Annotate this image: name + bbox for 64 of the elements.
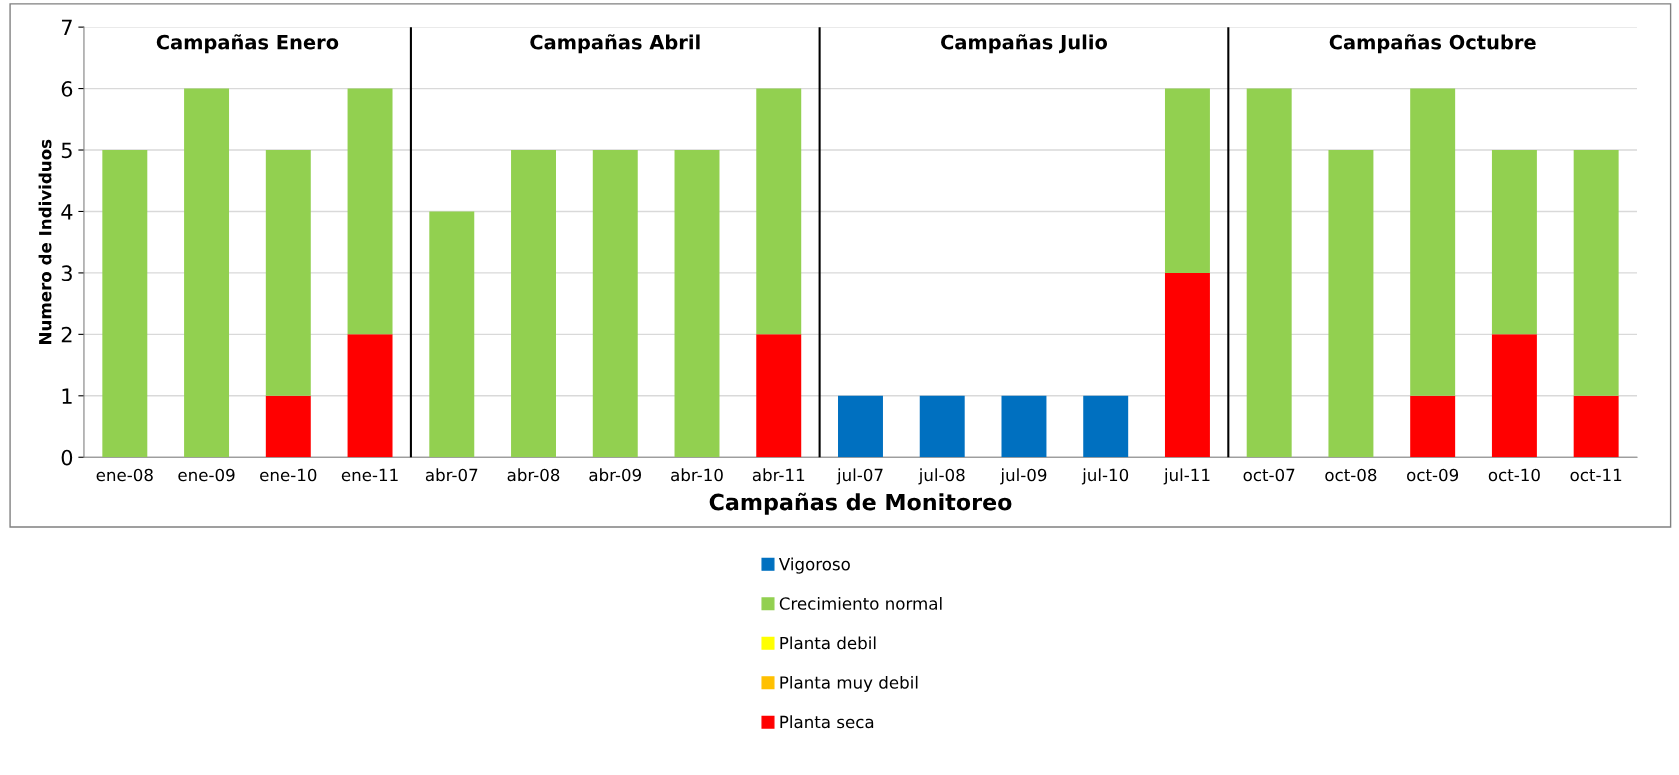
bar <box>102 150 148 458</box>
bar <box>1491 334 1537 458</box>
bar <box>838 395 883 458</box>
annotation: Campañas Abril <box>530 34 700 54</box>
bar <box>674 150 720 458</box>
legend-label: Vigoroso <box>778 557 850 574</box>
legend-label: Planta muy debil <box>780 675 918 693</box>
x-tick-label: ene-10 <box>260 468 317 482</box>
x-tick-label: ene-08 <box>96 468 153 482</box>
legend-label: Crecimiento normal <box>779 596 942 610</box>
bar <box>1410 395 1456 458</box>
bar <box>1410 88 1456 396</box>
x-tick-label: abr-07 <box>425 468 478 482</box>
x-tick-label: ene-11 <box>341 468 398 482</box>
y-tick-label: 7 <box>61 19 72 36</box>
legend-label: Planta debil <box>780 636 876 650</box>
y-tick-label: 1 <box>62 388 72 404</box>
y-tick-label: 4 <box>61 204 73 220</box>
y-axis-title: Numero de Individuos <box>38 139 52 344</box>
bar <box>1001 395 1047 458</box>
y-tick-label: 5 <box>61 142 72 159</box>
x-tick-label: jul-07 <box>836 468 883 485</box>
bar <box>265 150 311 396</box>
y-tick-label: 3 <box>61 265 72 282</box>
bar <box>511 150 556 458</box>
bar <box>756 334 802 458</box>
bar <box>347 334 393 458</box>
bar <box>184 88 230 458</box>
bar <box>756 88 802 335</box>
bar <box>347 88 393 335</box>
x-axis-title: Campañas de Monitoreo <box>709 492 1012 515</box>
y-tick-label: 0 <box>61 449 73 466</box>
bar <box>1164 88 1210 273</box>
x-tick-label: jul-10 <box>1081 468 1129 485</box>
bar <box>1573 150 1619 396</box>
x-tick-label: abr-11 <box>752 468 805 482</box>
bar <box>592 150 638 458</box>
x-tick-label: oct-07 <box>1243 468 1295 482</box>
legend-label: Planta seca <box>780 715 874 729</box>
x-tick-label: jul-09 <box>1000 468 1047 485</box>
x-tick-label: abr-08 <box>507 468 560 482</box>
bar <box>1491 150 1537 335</box>
y-tick-label: 2 <box>61 326 72 343</box>
annotation: Campañas Julio <box>941 34 1108 54</box>
x-tick-label: oct-09 <box>1407 468 1459 482</box>
x-tick-label: jul-08 <box>918 468 965 485</box>
bar <box>1328 150 1374 458</box>
annotation: Campañas Octubre <box>1329 34 1536 54</box>
bar <box>1246 88 1292 458</box>
x-tick-label: oct-11 <box>1570 468 1622 482</box>
bar <box>265 395 311 458</box>
x-tick-label: abr-10 <box>671 468 723 482</box>
bar <box>1573 395 1619 458</box>
x-tick-label: abr-09 <box>589 468 641 482</box>
bar <box>429 211 475 458</box>
x-tick-label: jul-11 <box>1163 468 1210 485</box>
bar <box>1164 272 1210 458</box>
x-tick-label: oct-08 <box>1325 468 1377 482</box>
annotation: Campañas Enero <box>156 34 339 54</box>
x-tick-label: oct-10 <box>1488 468 1540 482</box>
bar <box>1083 395 1129 458</box>
y-tick-label: 6 <box>61 81 73 97</box>
x-tick-label: ene-09 <box>178 468 235 482</box>
bar <box>919 395 965 458</box>
